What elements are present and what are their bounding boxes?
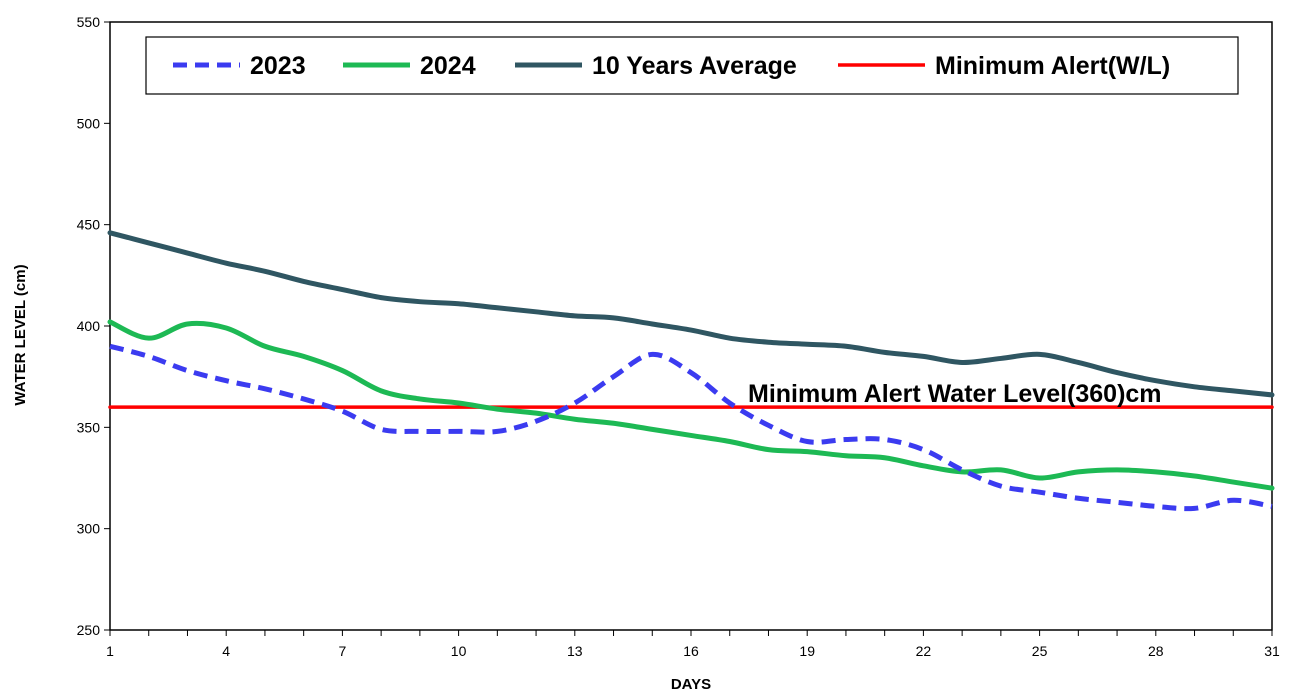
series-line-2024 <box>107 319 1275 491</box>
x-tick-label: 28 <box>1148 643 1164 659</box>
x-axis-title: DAYS <box>671 676 711 693</box>
y-tick-label: 500 <box>77 115 101 131</box>
alert-annotation: Minimum Alert Water Level(360)cm <box>748 380 1162 408</box>
series-line-2023 <box>109 343 1273 512</box>
y-axis: 250 300 350 400 450 500 550 <box>77 14 110 638</box>
plot-frame <box>109 21 1273 631</box>
x-tick-label: 31 <box>1264 643 1280 659</box>
legend-label: 2024 <box>420 52 476 80</box>
legend-label: Minimum Alert(W/L) <box>935 52 1170 80</box>
legend-label: 10 Years Average <box>592 52 797 80</box>
series-line-10-years-average <box>107 230 1275 398</box>
x-tick-label: 25 <box>1032 643 1048 659</box>
plot-area <box>109 21 1273 631</box>
legend: 2023 2024 10 Years Average Minimum Alert(W/… <box>145 36 1239 95</box>
legend-box <box>145 36 1239 95</box>
y-tick-label: 400 <box>77 318 101 334</box>
y-tick-label: 450 <box>77 217 101 233</box>
series-layer <box>107 230 1275 512</box>
y-tick-label: 300 <box>77 521 101 537</box>
x-tick-label: 4 <box>222 643 230 659</box>
x-tick-label: 16 <box>683 643 699 659</box>
x-tick-label: 19 <box>799 643 815 659</box>
x-tick-label: 10 <box>451 643 467 659</box>
x-tick-label: 22 <box>916 643 932 659</box>
x-tick-label: 7 <box>339 643 347 659</box>
y-axis-title: WATER LEVEL (cm) <box>12 264 29 405</box>
x-tick-label: 1 <box>106 643 114 659</box>
legend-label: 2023 <box>250 52 306 80</box>
x-axis: 1 4 7 10 13 16 19 22 25 28 31 <box>106 630 1280 659</box>
y-tick-label: 250 <box>77 622 101 638</box>
x-tick-label: 13 <box>567 643 583 659</box>
y-tick-label: 350 <box>77 419 101 435</box>
y-tick-label: 550 <box>77 14 101 30</box>
